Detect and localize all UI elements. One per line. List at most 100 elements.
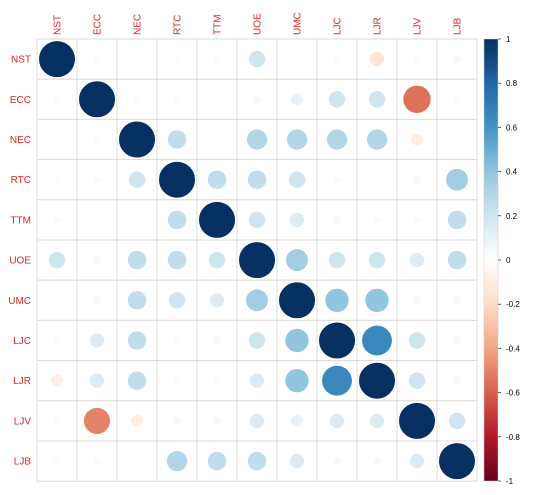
correlation-circle-ljv-umc <box>291 415 303 427</box>
column-label-nst: NST <box>53 15 64 35</box>
correlation-circle-uoe-uoe <box>238 241 276 280</box>
correlation-circle-ljv-ttm <box>212 416 222 426</box>
correlation-circle-ljv-ljc <box>329 413 345 429</box>
colorbar-tick-label: 0 <box>506 256 511 265</box>
correlation-circle-ecc-uoe <box>252 95 262 104</box>
correlation-circle-ttm-ljv <box>413 216 421 224</box>
correlation-circle-uoe-ecc <box>92 255 102 265</box>
matrix-cell <box>116 38 158 80</box>
column-labels: NST ECC NEC RTC TTM UOE UMC LJC LJR LJV LJB <box>53 12 464 35</box>
correlation-circle-nec-nec <box>118 120 156 159</box>
correlation-circle-umc-uoe <box>246 289 268 312</box>
correlation-circle-nst-ljr <box>369 51 385 67</box>
correlation-circle-ljv-nec <box>131 415 143 427</box>
correlation-circle-ljv-nst <box>53 417 61 425</box>
correlation-circle-ljb-umc <box>289 453 305 469</box>
row-label-ttm: TTM <box>10 215 31 226</box>
column-label-nec: NEC <box>133 14 144 35</box>
correlation-circle-nst-ljc <box>333 55 341 63</box>
row-label-umc: UMC <box>8 296 31 307</box>
correlation-circle-ecc-ljr <box>368 91 386 108</box>
correlation-circle-ljr-ttm <box>213 377 221 384</box>
row-label-nec: NEC <box>10 135 31 146</box>
correlation-circle-nec-ljv <box>411 133 423 146</box>
colorbar-tick-label: 0.2 <box>506 212 518 221</box>
correlation-circle-ljv-ljb <box>448 412 466 430</box>
correlation-circle-nec-uoe <box>246 129 268 150</box>
correlation-circle-rtc-ecc <box>93 176 101 183</box>
correlation-circle-ljr-nec <box>127 371 147 390</box>
matrix-cell <box>356 159 398 201</box>
correlation-circle-uoe-rtc <box>167 250 187 270</box>
correlation-circle-ljr-ljb <box>452 376 462 385</box>
correlation-circle-ljc-ljc <box>318 321 356 360</box>
correlation-circle-uoe-ljr <box>368 251 386 269</box>
correlation-circle-ljv-ljv <box>398 401 436 440</box>
correlation-circle-ecc-nst <box>53 96 61 103</box>
correlation-circle-ecc-rtc <box>173 96 181 103</box>
correlation-circle-ljr-nst <box>51 374 63 387</box>
correlation-circle-ttm-ttm <box>198 200 236 239</box>
correlation-circle-uoe-nst <box>48 251 66 269</box>
correlation-circle-ecc-ecc <box>78 80 116 119</box>
correlation-circle-ecc-ljb <box>453 96 461 103</box>
correlation-circle-umc-ecc <box>92 296 102 305</box>
correlation-circle-ljr-ljr <box>358 361 396 400</box>
row-label-ecc: ECC <box>10 95 31 106</box>
row-label-nst: NST <box>11 55 31 66</box>
correlation-circle-ttm-rtc <box>167 210 187 230</box>
correlation-circle-umc-ljb <box>452 296 462 305</box>
correlation-circle-nst-ljb <box>452 54 462 64</box>
correlation-circle-ljr-ecc <box>89 373 105 388</box>
correlation-circle-uoe-umc <box>286 249 308 272</box>
correlation-circle-ljc-ljv <box>408 332 426 349</box>
correlation-circle-rtc-umc <box>288 171 306 188</box>
correlation-circle-nst-ljv <box>413 55 421 63</box>
matrix-cell <box>116 78 158 120</box>
matrix-cell <box>436 118 478 161</box>
correlation-circle-umc-ljr <box>365 288 389 313</box>
correlation-circle-nst-ttm <box>213 55 221 63</box>
correlation-circle-ljb-nst <box>53 457 61 465</box>
correlation-circle-nst-rtc <box>174 56 180 62</box>
correlation-circle-ljc-umc <box>285 328 309 353</box>
correlation-circle-rtc-ljv <box>412 175 422 184</box>
column-label-ttm: TTM <box>213 14 224 35</box>
correlation-circle-ljv-rtc <box>172 416 182 426</box>
correlation-circle-ttm-uoe <box>248 211 266 229</box>
matrix-cell <box>116 440 158 482</box>
correlation-circle-ttm-ljr <box>373 216 381 224</box>
correlation-circle-ljv-ecc <box>83 407 111 434</box>
row-label-uoe: UOE <box>9 256 31 267</box>
correlation-circle-ecc-ljv <box>403 85 431 114</box>
correlation-circle-nec-rtc <box>167 130 187 149</box>
correlation-circle-umc-umc <box>278 281 316 320</box>
column-label-ecc: ECC <box>93 14 104 35</box>
correlation-circle-nec-umc <box>286 129 308 150</box>
column-label-ljc: LJC <box>333 17 344 35</box>
correlation-circle-uoe-ljv <box>409 252 425 268</box>
colorbar-tick-label: -0.8 <box>506 433 520 442</box>
correlation-circle-ljr-umc <box>285 368 309 393</box>
correlation-circle-ljc-ljb <box>452 336 462 345</box>
correlation-circle-uoe-nec <box>127 250 147 270</box>
correlation-circle-uoe-ljb <box>447 250 467 270</box>
column-label-ljb: LJB <box>453 17 464 35</box>
correlation-circle-ljb-ecc <box>93 457 101 465</box>
matrix-cell <box>196 118 238 161</box>
matrix-cell <box>116 199 158 241</box>
correlation-circle-nst-nst <box>38 40 76 79</box>
row-label-rtc: RTC <box>11 175 31 186</box>
correlation-circle-ljc-rtc <box>173 337 181 344</box>
column-label-ljv: LJV <box>413 17 424 35</box>
correlation-circle-ecc-ljc <box>328 91 346 108</box>
correlation-circle-rtc-nec <box>128 171 146 188</box>
correlation-circle-rtc-rtc <box>158 160 196 199</box>
correlation-circle-ecc-nec <box>133 96 141 103</box>
matrix-cell <box>276 38 318 80</box>
correlation-circle-umc-ljv <box>412 296 422 305</box>
correlation-circle-ljb-ljc <box>332 456 342 466</box>
correlation-circle-umc-nec <box>127 291 147 310</box>
correlation-circle-rtc-ljc <box>333 176 341 183</box>
correlation-circle-ljb-ljb <box>438 442 476 481</box>
